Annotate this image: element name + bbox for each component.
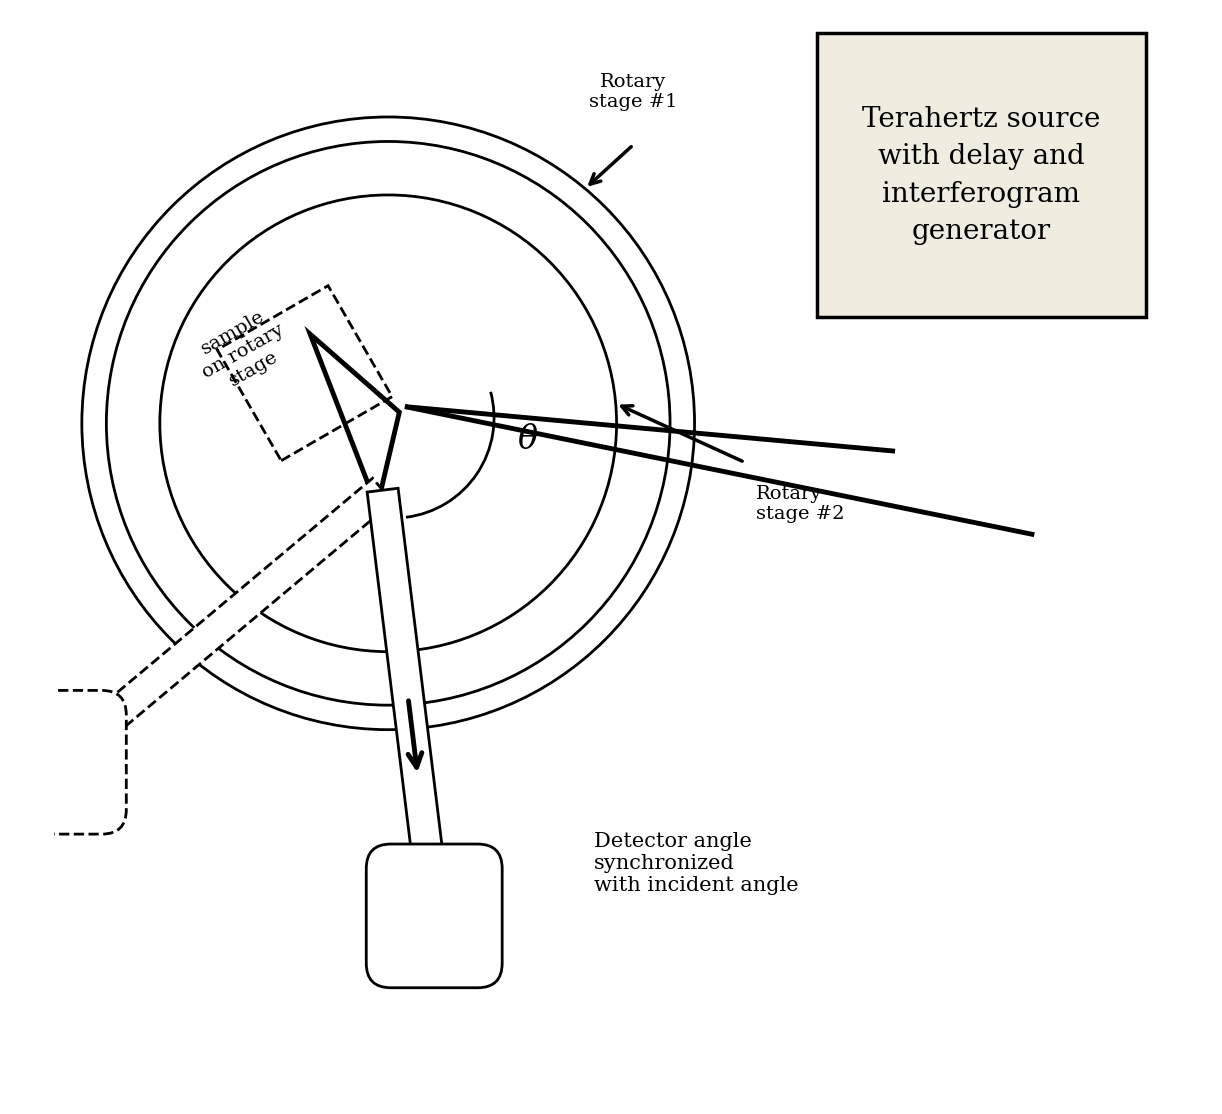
Polygon shape: [367, 488, 450, 912]
Polygon shape: [310, 334, 400, 507]
Text: Rotary
stage #2: Rotary stage #2: [756, 485, 844, 524]
FancyBboxPatch shape: [367, 844, 502, 988]
Text: sample
on rotary
stage: sample on rotary stage: [189, 302, 298, 400]
Text: Rotary
stage #1: Rotary stage #1: [589, 72, 677, 111]
Text: Terahertz source
with delay and
interferogram
generator: Terahertz source with delay and interfer…: [863, 106, 1101, 245]
Polygon shape: [49, 478, 392, 774]
Bar: [818, 33, 1146, 317]
Text: Detector angle
synchronized
with incident angle: Detector angle synchronized with inciden…: [594, 832, 799, 895]
Text: θ: θ: [517, 424, 538, 456]
FancyBboxPatch shape: [0, 691, 126, 834]
